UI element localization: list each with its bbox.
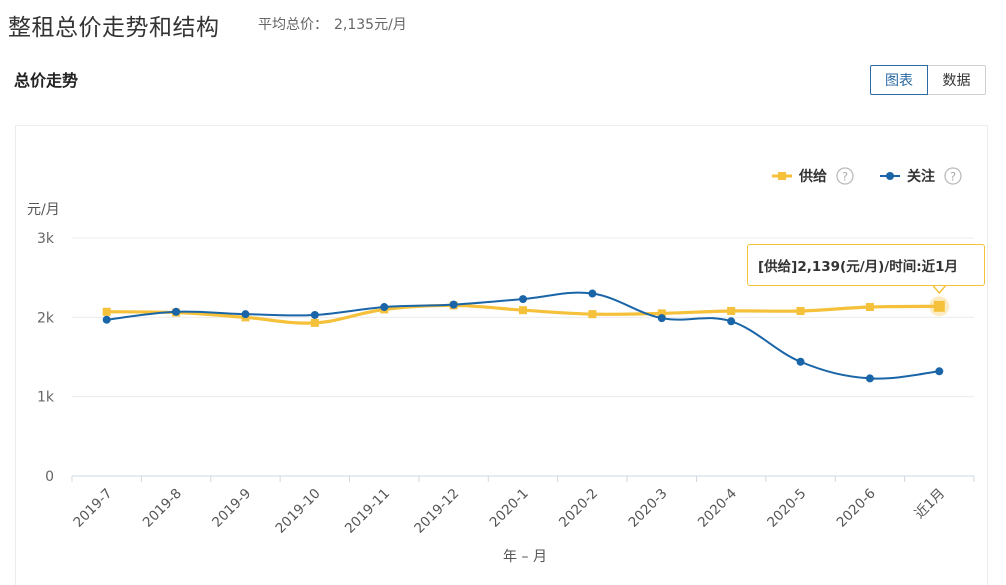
data-point[interactable] xyxy=(172,307,181,316)
x-tick-label: 2019-8 xyxy=(140,486,185,531)
series-attention xyxy=(102,289,944,383)
x-tick-label: 2020-1 xyxy=(487,486,532,531)
data-point[interactable] xyxy=(310,318,319,327)
y-tick-label: 0 xyxy=(45,469,54,485)
average-price-label: 平均总价： xyxy=(258,17,328,33)
legend-marker xyxy=(886,172,894,180)
average-price-value: 2,135元/月 xyxy=(334,17,407,33)
data-point-highlight[interactable] xyxy=(933,300,945,312)
series-line xyxy=(106,291,940,380)
page-title: 整租总价走势和结构 xyxy=(8,15,220,41)
data-point[interactable] xyxy=(796,357,805,366)
data-view-button[interactable]: 数据 xyxy=(928,65,986,95)
legend-marker xyxy=(778,172,786,180)
x-tick-label: 2019-9 xyxy=(209,486,254,531)
data-point[interactable] xyxy=(865,374,874,383)
data-point[interactable] xyxy=(519,306,527,315)
x-tick-label: 2020-6 xyxy=(834,486,879,531)
data-point[interactable] xyxy=(588,289,597,298)
data-point[interactable] xyxy=(657,309,666,318)
x-tick-label: 2020-4 xyxy=(695,486,740,531)
data-point[interactable] xyxy=(449,300,458,309)
data-point[interactable] xyxy=(102,315,111,324)
y-tick-label: 2k xyxy=(37,310,55,326)
y-tick-label: 1k xyxy=(37,390,55,406)
data-point[interactable] xyxy=(241,310,250,319)
data-point[interactable] xyxy=(519,295,527,304)
x-tick-label: 2020-3 xyxy=(625,486,670,531)
x-tick-label: 2019-12 xyxy=(411,486,462,537)
x-tick-label: 2019-7 xyxy=(70,486,115,531)
x-tick-label: 2019-10 xyxy=(272,486,323,537)
average-price: 平均总价： 2,135元/月 xyxy=(258,14,407,34)
question-circle-icon[interactable]: ? xyxy=(836,167,854,185)
legend-item-supply[interactable]: 供给? xyxy=(772,167,854,185)
legend-item-attention[interactable]: 关注? xyxy=(880,167,962,185)
y-tick-label: 3k xyxy=(37,231,55,247)
data-point[interactable] xyxy=(796,306,805,315)
x-tick-label: 2020-5 xyxy=(764,486,809,531)
question-circle-icon[interactable]: ? xyxy=(944,167,962,185)
chart-view-button[interactable]: 图表 xyxy=(870,65,928,95)
y-axis-label: 元/月 xyxy=(27,202,60,218)
legend-label: 供给 xyxy=(798,168,827,185)
help-glyph: ? xyxy=(842,170,848,184)
data-point[interactable] xyxy=(727,306,736,315)
x-axis-label: 年 – 月 xyxy=(503,549,547,565)
data-point[interactable] xyxy=(935,367,944,376)
x-tick-label: 2020-2 xyxy=(556,486,601,531)
tooltip-pointer xyxy=(932,285,946,295)
help-circle xyxy=(944,167,962,185)
help-circle xyxy=(836,167,854,185)
data-point[interactable] xyxy=(102,307,111,316)
data-point[interactable] xyxy=(310,310,319,319)
chart-panel xyxy=(15,125,988,585)
view-toggle: 图表 数据 xyxy=(870,65,986,95)
legend-label: 关注 xyxy=(907,168,935,185)
data-point[interactable] xyxy=(727,317,736,326)
x-tick-label: 近1月 xyxy=(912,486,948,522)
chart-tooltip: [供给]2,139(元/月)/时间:近1月 xyxy=(747,244,985,286)
help-glyph: ? xyxy=(950,170,956,184)
data-point[interactable] xyxy=(865,303,874,312)
data-point[interactable] xyxy=(657,314,666,323)
data-point[interactable] xyxy=(588,310,597,319)
x-tick-label: 2019-11 xyxy=(342,486,393,537)
data-point[interactable] xyxy=(380,303,389,312)
section-title: 总价走势 xyxy=(14,71,79,90)
